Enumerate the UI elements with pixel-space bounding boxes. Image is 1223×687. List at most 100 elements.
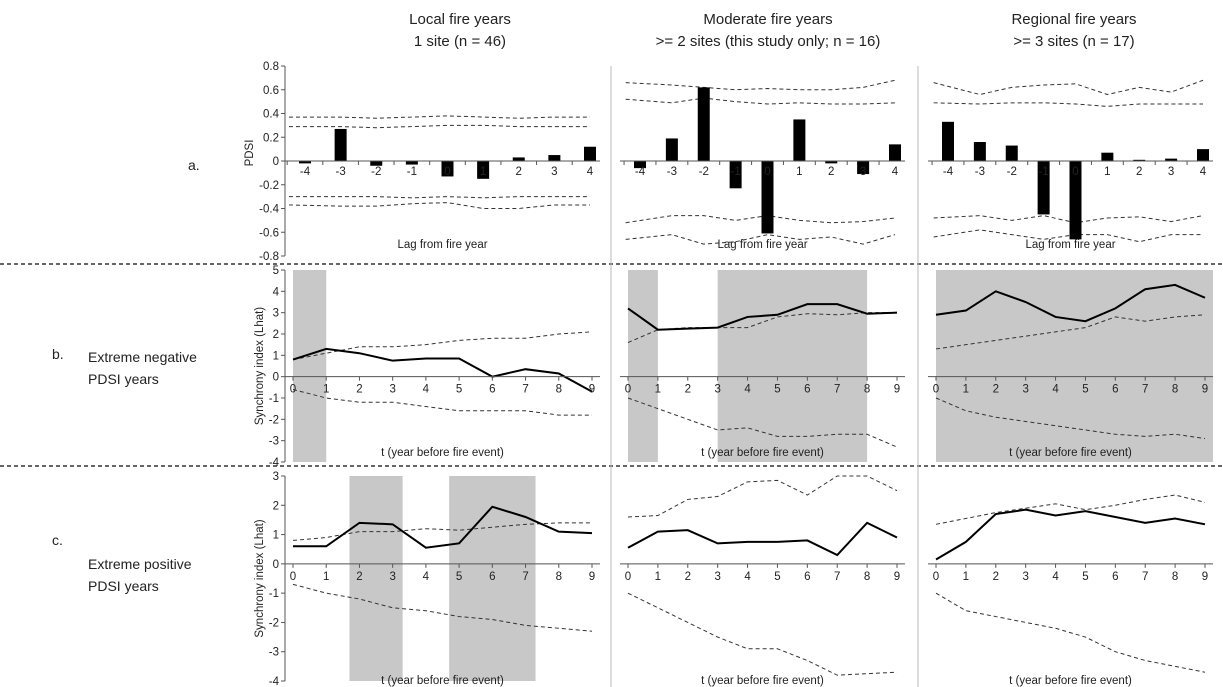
x-axis-title: t (year before fire event) bbox=[381, 447, 504, 459]
bar bbox=[825, 161, 838, 164]
x-tick-label: -3 bbox=[336, 166, 346, 178]
x-tick-label: -4 bbox=[300, 166, 311, 178]
y-tick-label: -3 bbox=[269, 647, 279, 659]
ci-band-line bbox=[933, 215, 1204, 224]
x-tick-label: 4 bbox=[892, 166, 899, 178]
x-tick-label: 3 bbox=[389, 384, 395, 396]
bar bbox=[761, 161, 774, 234]
ci-band-line bbox=[288, 202, 590, 209]
panel-a2: -4 -3 -2 -1 0 1 2 3 4 Lag from fire year bbox=[620, 79, 905, 251]
x-tick-label: 4 bbox=[744, 571, 751, 583]
series-line bbox=[292, 347, 593, 393]
upper-envelope-line bbox=[935, 314, 1206, 350]
x-tick-label: 4 bbox=[1200, 166, 1207, 178]
series-line bbox=[935, 283, 1206, 323]
y-tick-label: 0 bbox=[273, 156, 279, 168]
bar bbox=[1133, 159, 1146, 161]
ci-band-line bbox=[625, 97, 896, 105]
x-tick-label: 0 bbox=[1072, 166, 1078, 178]
significance-shade bbox=[628, 270, 658, 462]
x-tick-label: 5 bbox=[1082, 384, 1088, 396]
bar bbox=[370, 161, 383, 166]
panel-b2: 0 1 2 3 4 5 6 7 8 9 t (year before fire event) bbox=[620, 270, 905, 462]
row-c-letter: c. bbox=[52, 532, 63, 548]
bar bbox=[634, 161, 646, 169]
bar bbox=[1197, 149, 1209, 161]
lower-envelope-line bbox=[292, 388, 592, 416]
y-tick-label: 0 bbox=[273, 372, 279, 384]
ci-band-line bbox=[288, 115, 590, 119]
x-tick-label: -4 bbox=[635, 166, 646, 178]
x-tick-label: 1 bbox=[963, 384, 969, 396]
y-tick-label: -2 bbox=[269, 617, 279, 629]
upper-envelope-line bbox=[935, 494, 1206, 525]
x-tick-label: 3 bbox=[714, 571, 720, 583]
bar bbox=[697, 87, 710, 161]
x-axis-title: Lag from fire year bbox=[717, 239, 807, 251]
x-axis-title: t (year before fire event) bbox=[701, 447, 824, 459]
ci-band-line bbox=[625, 79, 896, 91]
series-line bbox=[935, 508, 1206, 561]
x-tick-label: 3 bbox=[389, 571, 395, 583]
significance-shade bbox=[936, 270, 1213, 462]
row-labels: a. b. Extreme negative PDSI years c. Ext… bbox=[52, 157, 200, 594]
lower-envelope-line bbox=[627, 397, 898, 448]
x-tick-label: 4 bbox=[1052, 384, 1059, 396]
x-tick-label: 3 bbox=[1022, 384, 1028, 396]
bar bbox=[584, 146, 596, 161]
col3-title: Regional fire years bbox=[1011, 11, 1136, 28]
x-tick-label: 0 bbox=[764, 166, 770, 178]
x-tick-label: -2 bbox=[371, 166, 381, 178]
row-b-label-line1: Extreme negative bbox=[88, 349, 197, 365]
x-tick-label: 7 bbox=[522, 571, 528, 583]
x-axis-title: t (year before fire event) bbox=[701, 675, 824, 687]
significance-shade bbox=[449, 476, 536, 681]
x-tick-label: 4 bbox=[423, 571, 430, 583]
x-tick-label: 8 bbox=[1172, 384, 1178, 396]
x-tick-label: 2 bbox=[685, 571, 691, 583]
y-tick-label: 0.8 bbox=[263, 61, 279, 73]
x-tick-label: 8 bbox=[556, 384, 562, 396]
x-tick-label: 7 bbox=[1142, 384, 1148, 396]
x-tick-label: 0 bbox=[625, 571, 631, 583]
x-tick-label: 7 bbox=[522, 384, 528, 396]
ci-band-line bbox=[933, 102, 1203, 107]
y-tick-label: -0.2 bbox=[259, 180, 279, 192]
x-tick-label: -4 bbox=[943, 166, 954, 178]
x-tick-label: 1 bbox=[655, 571, 661, 583]
x-tick-label: 3 bbox=[551, 166, 557, 178]
x-tick-label: 6 bbox=[1112, 571, 1118, 583]
panel-b3: 0 1 2 3 4 5 6 7 8 9 t (year before fire event) bbox=[928, 270, 1213, 462]
y-tick-label: 0.2 bbox=[263, 132, 279, 144]
bar bbox=[942, 121, 954, 161]
y-tick-label: -1 bbox=[269, 393, 279, 405]
x-tick-label: 1 bbox=[480, 166, 486, 178]
panel-c2: 0 1 2 3 4 5 6 7 8 9 t (year before fire event) bbox=[620, 475, 905, 687]
x-tick-label: -1 bbox=[407, 166, 417, 178]
x-tick-label: 7 bbox=[1142, 571, 1148, 583]
x-tick-label: 5 bbox=[774, 571, 780, 583]
x-tick-label: 1 bbox=[796, 166, 802, 178]
x-tick-label: 2 bbox=[685, 384, 691, 396]
y-tick-label: -1 bbox=[269, 588, 279, 600]
x-tick-label: -1 bbox=[731, 166, 741, 178]
x-tick-label: 1 bbox=[963, 571, 969, 583]
row-c-label-line1: Extreme positive bbox=[88, 556, 192, 572]
y-tick-label: -3 bbox=[269, 436, 279, 448]
x-tick-label: 9 bbox=[1202, 384, 1208, 396]
ci-band-line bbox=[625, 234, 896, 245]
x-tick-label: 7 bbox=[834, 384, 840, 396]
bar bbox=[889, 144, 901, 161]
x-tick-label: 2 bbox=[993, 384, 999, 396]
col3-subtitle: >= 3 sites (n = 17) bbox=[1013, 33, 1134, 50]
col2-title: Moderate fire years bbox=[703, 11, 832, 28]
bar bbox=[512, 157, 525, 161]
bar bbox=[793, 119, 806, 161]
x-tick-label: 1 bbox=[323, 571, 329, 583]
bar bbox=[477, 161, 490, 179]
bar bbox=[665, 138, 678, 161]
y-tick-label: -2 bbox=[269, 414, 279, 426]
panel-a3: -4 -3 -2 -1 0 1 2 3 4 Lag from fire year bbox=[928, 79, 1213, 251]
x-axis-title: Lag from fire year bbox=[1025, 239, 1115, 251]
